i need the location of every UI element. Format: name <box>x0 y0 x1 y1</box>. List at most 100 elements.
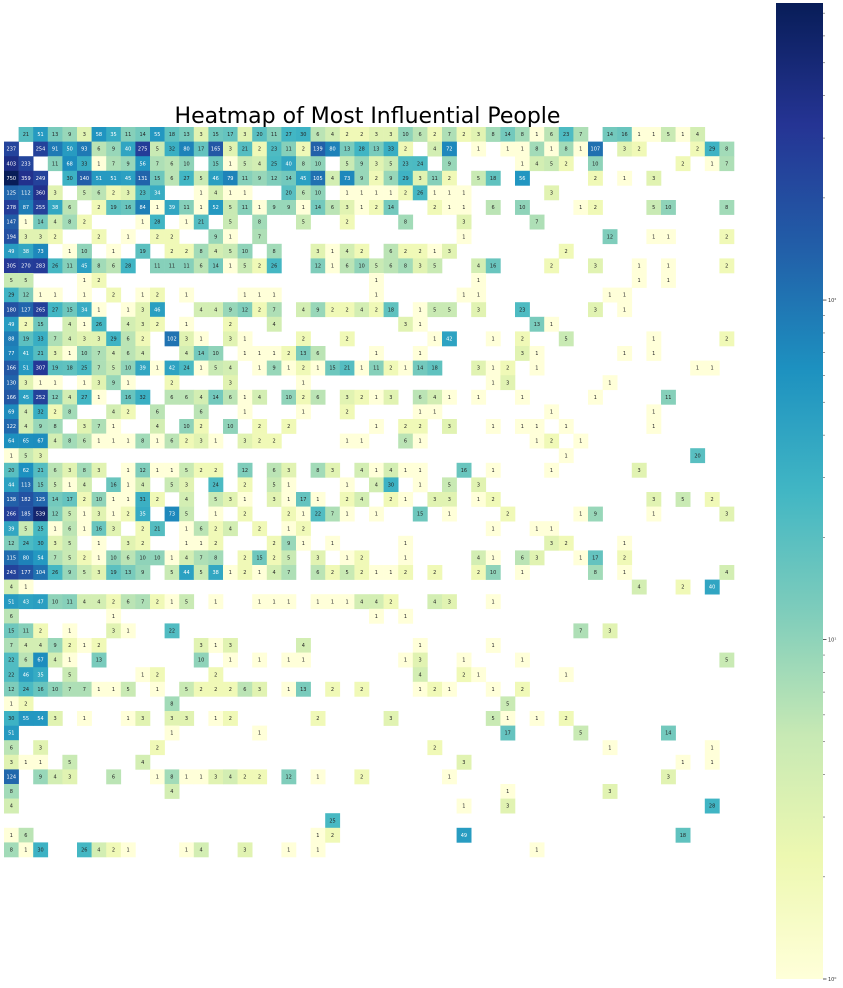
heatmap-cell-value: 1 <box>287 366 290 372</box>
heatmap-cell-value: 10 <box>359 264 365 270</box>
heatmap-cell-value: 4 <box>360 497 363 503</box>
heatmap-cell-value: 1 <box>360 205 363 211</box>
heatmap-cell <box>266 462 282 478</box>
heatmap-cell-value: 2 <box>711 497 714 503</box>
heatmap-cell-value: 9 <box>39 424 42 430</box>
heatmap-cell-value: 1 <box>97 161 100 167</box>
heatmap-cell-value: 1 <box>375 395 378 401</box>
heatmap-cell <box>369 462 384 478</box>
heatmap-cell-value: 1 <box>83 380 86 386</box>
heatmap-cell-value: 2 <box>419 424 422 430</box>
heatmap-cell <box>120 433 136 449</box>
heatmap-cell <box>18 360 34 376</box>
heatmap-cell-value: 2 <box>346 220 349 226</box>
heatmap-cell-value: 1 <box>170 468 173 474</box>
heatmap-cell-value: 2 <box>389 497 392 503</box>
heatmap-cell <box>18 243 34 259</box>
heatmap-cell-value: 23 <box>140 191 146 197</box>
heatmap-cell <box>77 331 92 347</box>
heatmap-cell-value: 3 <box>477 307 480 313</box>
heatmap-cell-value: 1 <box>448 395 451 401</box>
heatmap-cell-value: 62 <box>23 468 29 474</box>
heatmap-cell-value: 38 <box>23 249 29 255</box>
heatmap-cell <box>485 258 501 274</box>
heatmap-cell <box>558 448 574 464</box>
heatmap-cell-value: 9 <box>316 307 319 313</box>
heatmap-cell-value: 1 <box>229 161 232 167</box>
heatmap-cell <box>106 243 122 259</box>
heatmap-cell-value: 1 <box>492 380 495 386</box>
heatmap-cell <box>427 389 443 405</box>
heatmap-cell <box>193 360 209 376</box>
heatmap-cell-value: 8 <box>68 220 71 226</box>
heatmap-cell <box>179 492 195 507</box>
heatmap-cell <box>164 462 180 478</box>
heatmap-cell <box>310 462 326 478</box>
heatmap-cell-value: 2 <box>258 147 261 153</box>
colorbar-tick-label: 10⁰ <box>828 977 836 983</box>
heatmap-cell-value: 1 <box>375 293 378 299</box>
heatmap-cell-value: 6 <box>185 395 188 401</box>
heatmap-cell-value: 1 <box>375 468 378 474</box>
heatmap-cell-value: 4 <box>535 161 538 167</box>
heatmap-cell-value: 1 <box>302 205 305 211</box>
heatmap-cell <box>646 492 662 507</box>
heatmap-cell <box>77 273 92 288</box>
heatmap-cell <box>369 287 384 303</box>
heatmap-cell-value: 1 <box>258 351 261 357</box>
heatmap-cell <box>602 375 618 391</box>
heatmap-cell <box>661 200 676 215</box>
heatmap-cell-value: 4 <box>433 395 436 401</box>
heatmap-cell-value: 5 <box>10 278 13 284</box>
heatmap-cell-value: 28 <box>125 264 131 270</box>
heatmap-cell <box>661 229 676 245</box>
heatmap-cell <box>47 200 63 215</box>
heatmap-cell-value: 7 <box>448 132 451 138</box>
heatmap-cell <box>62 404 78 420</box>
heatmap-cell-value: 9 <box>112 380 115 386</box>
heatmap-cell-value: 1 <box>492 366 495 372</box>
heatmap-cell-value: 1 <box>54 293 57 299</box>
heatmap-cell-value: 6 <box>127 337 130 343</box>
heatmap-cell-value: 2 <box>550 264 553 270</box>
heatmap-cell-value: 1 <box>579 439 582 445</box>
heatmap-cell-value: 16 <box>125 395 131 401</box>
heatmap-cell-value: 33 <box>81 161 87 167</box>
heatmap-cell-value: 3 <box>419 264 422 270</box>
heatmap-cell <box>4 287 19 303</box>
heatmap-cell <box>339 492 355 507</box>
heatmap-cell <box>4 477 19 493</box>
heatmap-cell-value: 5 <box>170 483 173 489</box>
heatmap-cell <box>223 200 238 215</box>
heatmap-cell-value: 2 <box>331 307 334 313</box>
heatmap-cell <box>719 141 735 157</box>
heatmap-cell-value: 2 <box>360 132 363 138</box>
heatmap-cell <box>150 404 165 420</box>
heatmap-cell-value: 2 <box>273 439 276 445</box>
heatmap-cell <box>193 331 209 347</box>
heatmap-cell <box>120 389 136 405</box>
heatmap-cell <box>558 243 574 259</box>
heatmap-cell-value: 3 <box>448 497 451 503</box>
heatmap-cell-value: 16 <box>125 205 131 211</box>
heatmap-cell-value: 127 <box>21 307 31 313</box>
heatmap-cell-value: 1 <box>243 337 246 343</box>
heatmap-cell-value: 3 <box>229 380 232 386</box>
heatmap-cell <box>369 156 384 172</box>
heatmap-cell-value: 3 <box>462 220 465 226</box>
heatmap-cell <box>485 419 501 434</box>
heatmap-cell-value: 12 <box>23 293 29 299</box>
heatmap-cell-value: 7 <box>97 424 100 430</box>
heatmap-cell <box>4 492 19 507</box>
heatmap-cell-value: 20 <box>286 191 292 197</box>
heatmap-cell <box>383 302 399 318</box>
heatmap-cell-value: 254 <box>36 147 46 153</box>
heatmap-cell-value: 88 <box>8 337 14 343</box>
heatmap-cell-value: 2 <box>681 161 684 167</box>
heatmap-cell <box>18 302 34 318</box>
heatmap-cell <box>33 492 49 507</box>
heatmap-cell <box>164 331 180 347</box>
heatmap-cell-value: 5 <box>214 497 217 503</box>
heatmap-cell <box>208 462 224 478</box>
heatmap-cell <box>266 492 282 507</box>
